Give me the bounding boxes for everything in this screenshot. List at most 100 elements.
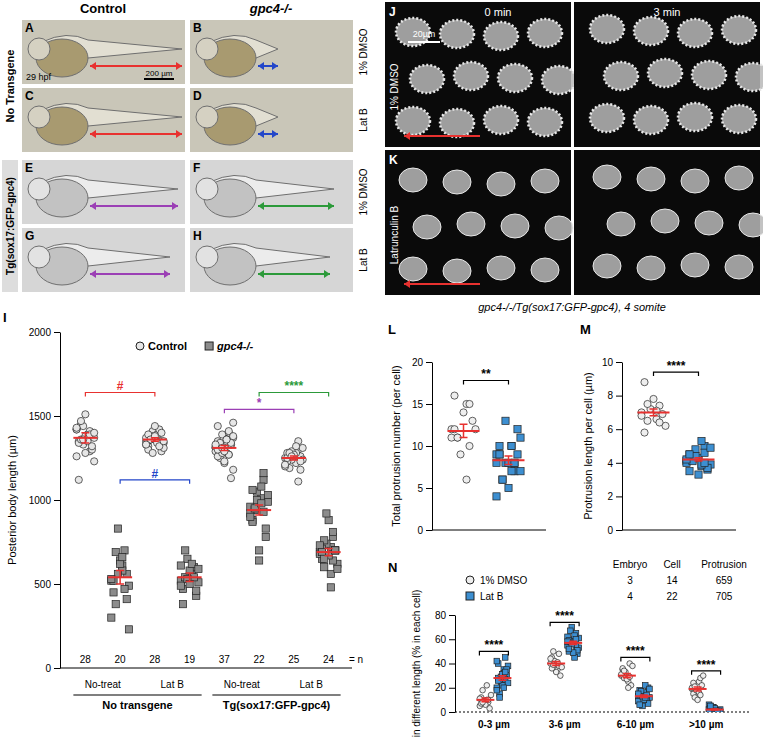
data-point	[466, 442, 473, 449]
error-bar	[695, 458, 703, 461]
data-point	[556, 651, 562, 657]
data-point	[247, 513, 254, 520]
y-tick: 10	[602, 357, 622, 368]
data-point	[323, 510, 330, 517]
data-point	[256, 547, 263, 554]
category-label: No-treat	[85, 679, 121, 690]
data-point	[621, 668, 627, 674]
y-tick-mark	[449, 664, 455, 665]
data-point	[708, 703, 714, 709]
n-label: 28	[80, 654, 92, 665]
data-point	[264, 491, 271, 498]
data-point	[641, 379, 648, 386]
significance-label: **	[481, 367, 491, 381]
y-tick-label: 1000	[29, 495, 52, 506]
error-bar	[694, 687, 702, 691]
y-tick: 80	[435, 610, 455, 621]
y-tick: 10	[412, 441, 432, 452]
data-point	[650, 395, 657, 402]
y-tick: 60	[435, 634, 455, 645]
error-bar	[640, 695, 648, 698]
error-bar	[255, 505, 263, 515]
n-label: 19	[184, 654, 196, 665]
data-point	[496, 442, 503, 449]
data-point	[647, 686, 653, 692]
panel-letter: L	[388, 322, 396, 337]
significance-label: ****	[626, 644, 645, 658]
y-tick-label: 10	[412, 441, 424, 452]
panel-letter: A	[25, 21, 34, 35]
table-cell: 4	[627, 591, 633, 602]
data-point	[630, 663, 636, 669]
data-point	[258, 483, 265, 490]
embryo-image	[190, 160, 353, 224]
embryo-image	[190, 88, 353, 152]
cell-image	[574, 150, 763, 295]
y-tick: 4	[607, 458, 622, 469]
panel-letter: N	[388, 560, 397, 575]
measure-arrow	[90, 270, 170, 278]
category-label: No-treat	[224, 679, 260, 690]
significance-label: ****	[485, 638, 504, 652]
panel-letter: K	[389, 153, 398, 167]
significance-label: ****	[697, 658, 716, 672]
error-bar	[623, 674, 631, 678]
y-axis-line	[455, 616, 456, 713]
y-tick: 20	[412, 357, 432, 368]
legend-label: Control	[148, 340, 187, 352]
data-point	[117, 560, 124, 567]
error-bar	[552, 662, 560, 666]
data-point	[451, 392, 458, 399]
y-tick-mark	[426, 530, 432, 531]
row-label-box	[2, 160, 18, 292]
y-axis-title: Protrusion length per cell (µm)	[582, 372, 594, 520]
data-point	[91, 429, 98, 436]
y-tick-label: 6	[607, 424, 613, 435]
y-tick-mark	[616, 463, 622, 464]
error-bar	[151, 438, 159, 441]
table-header: Cell	[663, 559, 680, 570]
legend-label: gpc4-/-	[216, 340, 253, 352]
data-point	[112, 548, 119, 555]
n-label: 25	[288, 654, 300, 665]
data-point	[463, 476, 470, 483]
data-point	[517, 434, 524, 441]
data-point	[295, 478, 302, 485]
data-point	[517, 468, 524, 475]
data-point	[466, 400, 473, 407]
data-point	[641, 429, 648, 436]
category-label: 3-6 µm	[549, 719, 581, 730]
measure-arrow	[258, 202, 334, 210]
error-bar	[81, 433, 89, 443]
plot-area	[476, 624, 723, 712]
y-tick: 2	[607, 491, 622, 502]
data-point	[299, 444, 306, 451]
scale-bar	[144, 78, 174, 80]
mean-line	[476, 699, 494, 701]
data-point	[508, 442, 515, 449]
embryo-panels: Controlgpc4-/-No TransgeneTg(sox17:GFP-g…	[2, 1, 369, 292]
mean-line	[689, 688, 707, 690]
y-tick-label: 8	[607, 390, 613, 401]
data-point	[82, 411, 89, 418]
y-tick-mark	[616, 496, 622, 497]
chart: IPosterior body length (µm)0500100015002…	[3, 310, 363, 711]
mean-line	[143, 439, 167, 441]
error-bar	[116, 571, 124, 584]
data-point	[292, 443, 299, 450]
legend-marker	[136, 342, 144, 350]
embryo-image	[190, 228, 353, 292]
legend-marker	[466, 576, 474, 584]
panel-letter: M	[580, 322, 591, 337]
data-point	[249, 486, 256, 493]
y-tick: 2000	[29, 327, 60, 338]
y-tick-mark	[54, 416, 60, 417]
panel-letter: D	[193, 89, 202, 103]
data-point	[281, 461, 288, 468]
embryo-image	[190, 20, 353, 84]
data-point	[193, 587, 200, 594]
data-point	[321, 564, 328, 571]
column-label: gpc4-/-	[249, 1, 293, 16]
data-point	[460, 409, 467, 416]
y-tick-mark	[449, 712, 455, 713]
